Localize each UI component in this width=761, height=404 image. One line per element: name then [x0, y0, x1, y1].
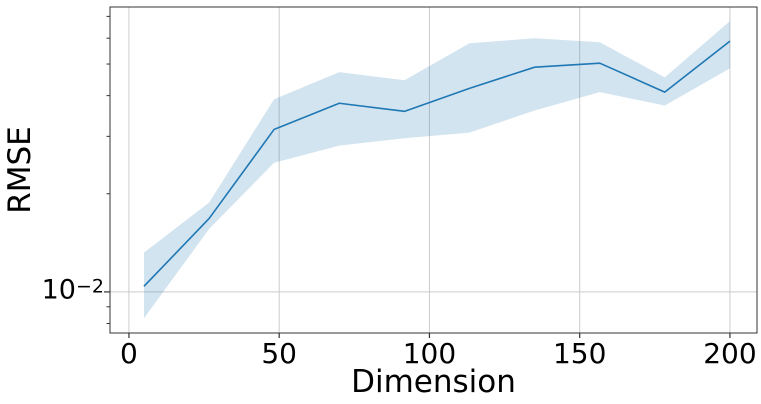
plot-spines — [109, 6, 758, 334]
y-tick-exponent: −2 — [75, 275, 104, 298]
x-tick-label: 100 — [402, 337, 457, 370]
confidence-band — [143, 21, 730, 319]
x-tick-label: 150 — [552, 337, 607, 370]
y-axis-label: RMSE — [2, 126, 38, 214]
y-tick-base: 10 — [41, 274, 76, 306]
x-tick-label: 50 — [261, 337, 298, 370]
rmse-mean-line — [143, 40, 731, 287]
x-axis-label: Dimension — [351, 364, 516, 400]
x-tick-label: 200 — [703, 337, 757, 370]
x-tick-label: 0 — [120, 337, 138, 370]
y-tick-label: 10−2 — [42, 274, 104, 305]
